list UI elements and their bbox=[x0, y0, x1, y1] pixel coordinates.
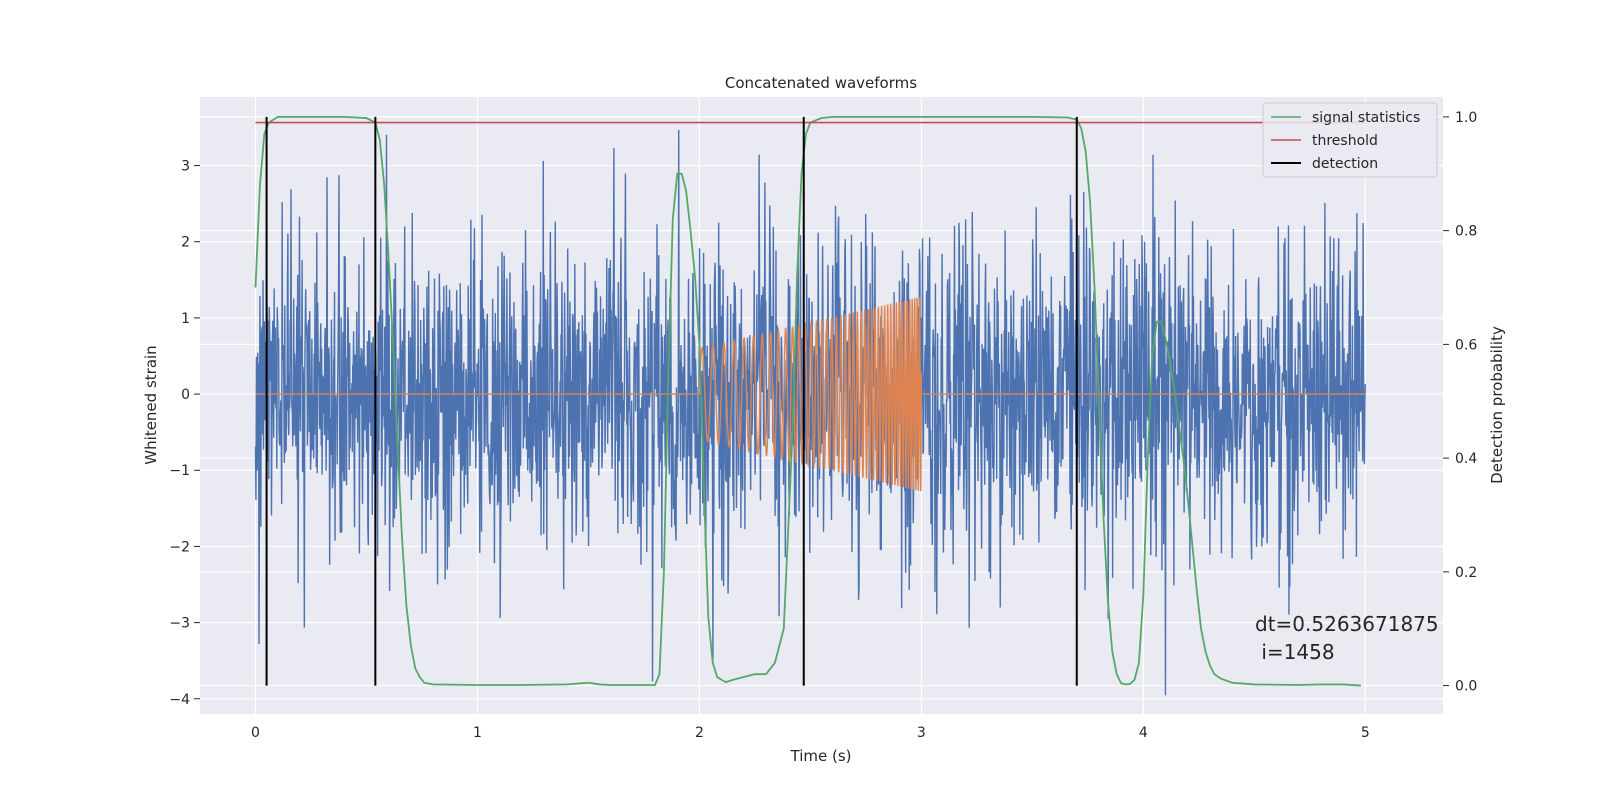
data-layer bbox=[254, 116, 1367, 696]
chart-title: Concatenated waveforms bbox=[725, 74, 917, 92]
y2-axis-label: Detection probability bbox=[1488, 326, 1506, 484]
legend: signal statistics threshold detection bbox=[1262, 102, 1438, 178]
y2-tick-label: 0.8 bbox=[1455, 224, 1477, 240]
y2-tick-label: 0.4 bbox=[1455, 451, 1477, 467]
x-tick-label: 0 bbox=[251, 725, 260, 741]
y-tick-label: 2 bbox=[181, 235, 190, 251]
y2-tick-label: 0.2 bbox=[1455, 565, 1477, 581]
y-tick-label: 1 bbox=[181, 311, 190, 327]
legend-box bbox=[1262, 102, 1438, 178]
legend-label-threshold: threshold bbox=[1312, 133, 1378, 149]
right-y-axis: 0.0 0.2 0.4 0.6 0.8 1.0 bbox=[1443, 110, 1477, 695]
annotation-dt: dt=0.5263671875 bbox=[1255, 612, 1439, 636]
legend-label-detection: detection bbox=[1312, 156, 1378, 172]
annotation-index: i=1458 bbox=[1255, 640, 1335, 664]
y-tick-label: −4 bbox=[169, 692, 190, 708]
legend-label-signal-statistics: signal statistics bbox=[1312, 110, 1420, 126]
x-tick-label: 5 bbox=[1361, 725, 1370, 741]
y2-tick-label: 0.6 bbox=[1455, 337, 1477, 353]
y2-tick-label: 0.0 bbox=[1455, 679, 1477, 695]
signal-statistics-line bbox=[254, 116, 1361, 687]
x-axis: 0 1 2 3 4 5 bbox=[251, 725, 1370, 741]
y-tick-label: 0 bbox=[181, 387, 190, 403]
x-tick-label: 1 bbox=[473, 725, 482, 741]
strain-line bbox=[254, 129, 1367, 696]
y2-tick-label: 1.0 bbox=[1455, 110, 1477, 126]
y-tick-label: 3 bbox=[181, 159, 190, 175]
x-axis-label: Time (s) bbox=[790, 747, 852, 765]
x-tick-label: 2 bbox=[695, 725, 704, 741]
y-tick-label: −2 bbox=[169, 539, 190, 555]
injection-line bbox=[255, 296, 1366, 492]
y-tick-label: −3 bbox=[169, 616, 190, 632]
x-tick-label: 4 bbox=[1139, 725, 1148, 741]
plot-area bbox=[200, 97, 1443, 714]
left-y-axis: −4 −3 −2 −1 0 1 2 3 bbox=[169, 159, 200, 708]
y-axis-label: Whitened strain bbox=[142, 345, 160, 464]
x-tick-label: 3 bbox=[917, 725, 926, 741]
y-tick-label: −1 bbox=[169, 463, 190, 479]
